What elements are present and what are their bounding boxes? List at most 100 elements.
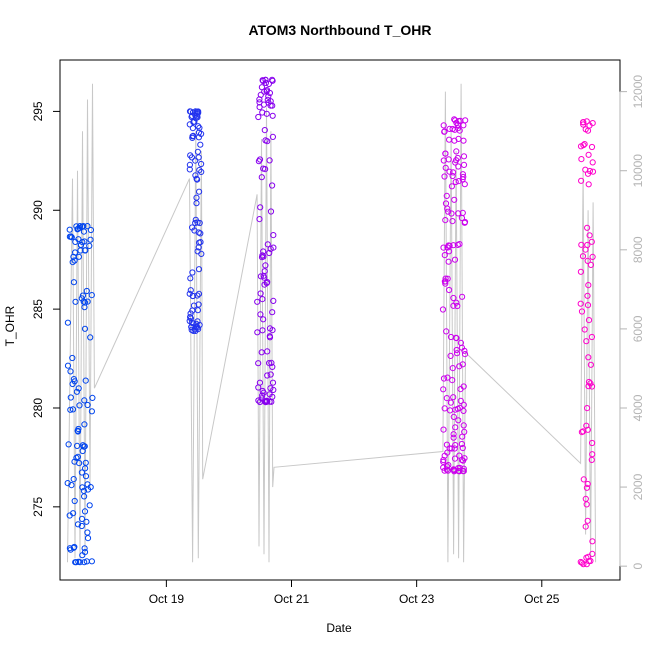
data-point bbox=[82, 473, 90, 480]
data-point bbox=[460, 153, 468, 160]
data-point bbox=[260, 253, 267, 260]
data-point bbox=[79, 447, 86, 455]
data-point bbox=[583, 422, 590, 429]
data-point bbox=[197, 141, 204, 148]
data-point bbox=[81, 421, 88, 428]
data-point bbox=[257, 311, 264, 318]
data-point bbox=[449, 218, 456, 225]
data-point bbox=[69, 354, 76, 362]
data-point bbox=[583, 484, 591, 491]
data-point bbox=[84, 298, 91, 305]
data-point bbox=[186, 161, 193, 168]
data-point bbox=[186, 317, 193, 325]
data-point bbox=[266, 360, 273, 367]
data-point bbox=[269, 76, 276, 83]
data-point bbox=[585, 378, 593, 386]
data-point bbox=[448, 210, 455, 217]
data-point bbox=[84, 535, 92, 542]
data-point bbox=[461, 218, 469, 226]
data-point bbox=[450, 431, 457, 438]
data-point bbox=[189, 125, 196, 132]
data-point bbox=[198, 168, 205, 175]
data-point bbox=[192, 157, 199, 164]
data-point bbox=[455, 467, 462, 474]
data-point bbox=[584, 517, 591, 524]
data-point bbox=[580, 119, 587, 126]
data-point bbox=[456, 404, 463, 411]
data-point bbox=[587, 380, 594, 387]
data-point bbox=[188, 323, 195, 331]
data-point bbox=[87, 334, 94, 341]
data-point bbox=[450, 294, 457, 302]
data-point bbox=[188, 154, 195, 161]
t-ohr-series bbox=[64, 76, 597, 568]
data-point bbox=[445, 208, 452, 215]
data-point bbox=[195, 290, 203, 297]
data-point bbox=[587, 261, 595, 268]
data-point bbox=[588, 456, 595, 463]
data-point bbox=[589, 439, 596, 447]
data-point bbox=[194, 292, 201, 299]
data-point bbox=[64, 362, 72, 369]
data-point bbox=[73, 559, 80, 566]
data-point bbox=[81, 325, 89, 332]
y2-tick-label: 0 bbox=[631, 563, 645, 570]
data-point bbox=[439, 306, 447, 313]
y-axis-label: T_OHR bbox=[3, 305, 17, 346]
data-point bbox=[88, 558, 96, 565]
data-point bbox=[440, 122, 447, 129]
data-point bbox=[268, 359, 275, 366]
data-point bbox=[81, 559, 88, 566]
data-point bbox=[194, 176, 201, 183]
data-point bbox=[453, 346, 460, 354]
data-point bbox=[441, 252, 448, 259]
data-point bbox=[256, 156, 264, 163]
data-point bbox=[84, 401, 91, 409]
data-point bbox=[269, 102, 276, 109]
altitude-line bbox=[67, 83, 597, 563]
x-axis-label: Date bbox=[326, 621, 352, 635]
data-point bbox=[189, 134, 196, 141]
data-point bbox=[580, 561, 587, 568]
data-point bbox=[585, 151, 592, 158]
data-point bbox=[189, 269, 196, 276]
data-point bbox=[266, 391, 273, 398]
data-point bbox=[195, 266, 203, 273]
data-point bbox=[186, 290, 193, 297]
data-point bbox=[265, 80, 272, 88]
data-point bbox=[64, 319, 72, 326]
data-point bbox=[454, 241, 461, 248]
data-point bbox=[75, 425, 82, 433]
data-point bbox=[454, 302, 461, 310]
data-point bbox=[451, 137, 458, 144]
data-point bbox=[588, 238, 595, 245]
data-point bbox=[258, 84, 265, 91]
data-point bbox=[83, 287, 90, 295]
data-point bbox=[442, 217, 449, 224]
y2-tick-label: 12000 bbox=[631, 75, 645, 109]
data-point bbox=[584, 241, 591, 249]
data-point bbox=[186, 166, 193, 173]
data-point bbox=[584, 292, 591, 299]
data-point bbox=[578, 156, 585, 163]
data-point bbox=[582, 523, 589, 530]
data-point bbox=[459, 433, 466, 440]
data-point bbox=[195, 244, 202, 251]
data-point bbox=[441, 128, 448, 135]
data-point bbox=[196, 321, 203, 329]
data-point bbox=[261, 281, 268, 288]
data-point bbox=[257, 91, 264, 99]
data-point bbox=[440, 244, 447, 251]
data-point bbox=[78, 295, 85, 302]
data-point bbox=[583, 338, 590, 345]
data-point bbox=[82, 377, 89, 384]
data-point bbox=[584, 405, 591, 412]
data-point bbox=[257, 273, 264, 280]
x-tick-label: Oct 25 bbox=[524, 592, 560, 606]
data-point bbox=[254, 329, 261, 336]
data-point bbox=[589, 550, 596, 558]
data-point bbox=[259, 109, 266, 116]
data-point bbox=[259, 296, 266, 303]
y-tick-label: 280 bbox=[31, 398, 45, 418]
data-point bbox=[584, 224, 591, 231]
